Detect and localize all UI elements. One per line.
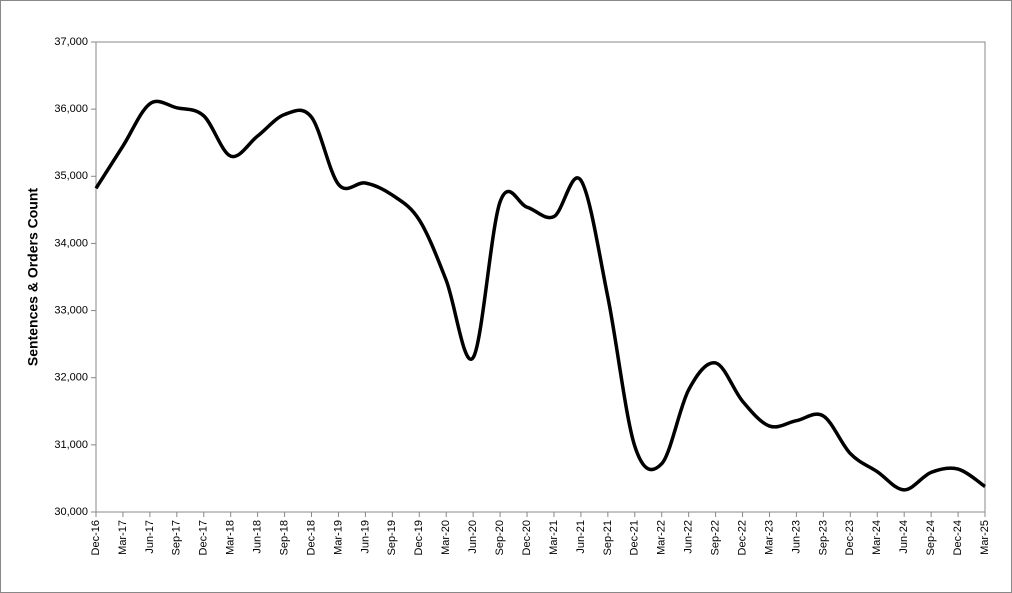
- y-tick-label: 34,000: [54, 237, 88, 249]
- x-tick-label: Sep-19: [386, 520, 398, 555]
- x-tick-label: Mar-24: [871, 520, 883, 555]
- x-tick-label: Sep-24: [925, 520, 937, 555]
- x-tick-label: Sep-23: [817, 520, 829, 555]
- plot-area: [95, 41, 986, 513]
- x-tick-label: Dec-20: [521, 520, 533, 555]
- x-tick-label: Mar-18: [225, 520, 237, 555]
- x-tick-label: Dec-24: [952, 520, 964, 555]
- x-tick-label: Dec-22: [736, 520, 748, 555]
- y-tick-label: 35,000: [54, 170, 88, 182]
- x-tick-label: Jun-23: [790, 520, 802, 554]
- x-tick-label: Dec-18: [305, 520, 317, 555]
- y-tick-label: 31,000: [54, 439, 88, 451]
- series-line: [94, 99, 987, 492]
- x-tick-label: Mar-21: [548, 520, 560, 555]
- x-tick-label: Dec-16: [90, 520, 102, 555]
- y-axis-title: Sentences & Orders Count: [25, 188, 41, 366]
- x-tick-label: Sep-20: [494, 520, 506, 555]
- y-tick-label: 36,000: [54, 103, 88, 115]
- x-tick-label: Jun-19: [359, 520, 371, 554]
- x-tick-label: Sep-21: [602, 520, 614, 555]
- y-tick-label: 37,000: [54, 36, 88, 48]
- x-tick-label: Jun-22: [683, 520, 695, 554]
- x-tick-label: Mar-20: [440, 520, 452, 555]
- x-tick-label: Mar-19: [332, 520, 344, 555]
- x-tick-label: Mar-17: [117, 520, 129, 555]
- x-tick-label: Jun-17: [144, 520, 156, 554]
- x-tick-label: Jun-21: [575, 520, 587, 554]
- x-tick-label: Mar-25: [979, 520, 991, 555]
- y-tick-label: 30,000: [54, 506, 88, 518]
- x-tick-label: Dec-17: [198, 520, 210, 555]
- y-tick-label: 33,000: [54, 304, 88, 316]
- x-tick-label: Dec-21: [629, 520, 641, 555]
- x-tick-label: Sep-17: [171, 520, 183, 555]
- x-tick-label: Dec-23: [844, 520, 856, 555]
- x-tick-label: Jun-20: [467, 520, 479, 554]
- x-tick-label: Dec-19: [413, 520, 425, 555]
- x-tick-label: Jun-24: [898, 520, 910, 554]
- x-tick-label: Mar-22: [656, 520, 668, 555]
- x-tick-label: Sep-18: [278, 520, 290, 555]
- x-tick-label: Sep-22: [710, 520, 722, 555]
- y-tick-label: 32,000: [54, 372, 88, 384]
- x-tick-label: Mar-23: [763, 520, 775, 555]
- x-tick-label: Jun-18: [252, 520, 264, 554]
